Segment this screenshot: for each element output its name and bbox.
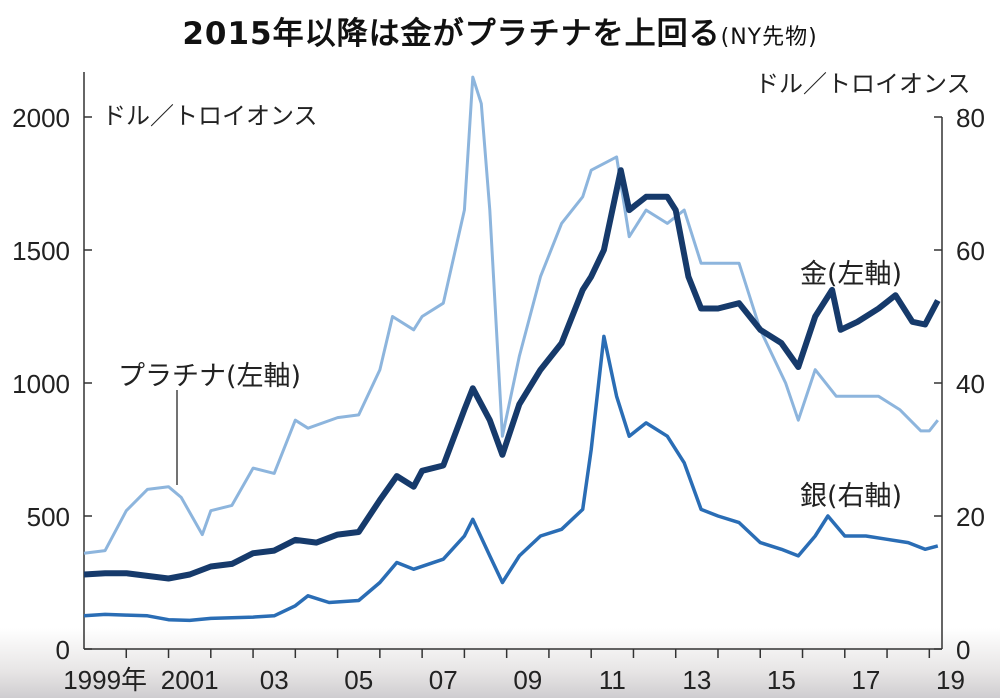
x-tick-label: 09 <box>513 665 542 695</box>
right-tick-label: 20 <box>956 502 985 532</box>
background-photo-strip <box>0 628 1000 698</box>
right-tick-label: 60 <box>956 236 985 266</box>
right-axis-unit: ドル／トロイオンス <box>755 70 971 98</box>
x-tick-label: 07 <box>429 665 458 695</box>
left-axis-unit: ドル／トロイオンス <box>102 102 318 130</box>
series-line-platinum <box>83 75 939 555</box>
left-tick-label: 2000 <box>12 103 70 133</box>
subtitle-text: (NY先物) <box>720 25 818 50</box>
x-tick-label: 11 <box>599 665 626 695</box>
left-tick-label: 1500 <box>12 236 70 266</box>
left-tick-label: 0 <box>56 635 70 665</box>
x-tick-label: 15 <box>767 665 796 695</box>
silver-label: 銀(右軸) <box>800 481 903 512</box>
x-tick-label: 19 <box>936 665 965 695</box>
left-tick-label: 500 <box>27 502 70 532</box>
title-text: 2015年以降は金がプラチナを上回る <box>182 16 721 52</box>
series-line-silver <box>83 334 939 623</box>
right-tick-label: 40 <box>956 369 985 399</box>
gold-label: 金(左軸) <box>800 259 903 290</box>
x-tick-label: 1999年 <box>63 665 147 695</box>
x-tick-label: 17 <box>851 665 880 695</box>
right-tick-label: 0 <box>956 635 970 665</box>
x-tick-label: 05 <box>344 665 373 695</box>
chart-title: 2015年以降は金がプラチナを上回る(NY先物) <box>0 8 1000 53</box>
x-tick-label: 2001 <box>161 665 219 695</box>
x-tick-label: 03 <box>260 665 289 695</box>
left-tick-label: 1000 <box>12 369 70 399</box>
x-tick-label: 13 <box>682 665 711 695</box>
platinum-label: プラチナ(左軸) <box>118 361 302 392</box>
right-tick-label: 80 <box>956 103 985 133</box>
series-line-gold <box>83 167 941 582</box>
